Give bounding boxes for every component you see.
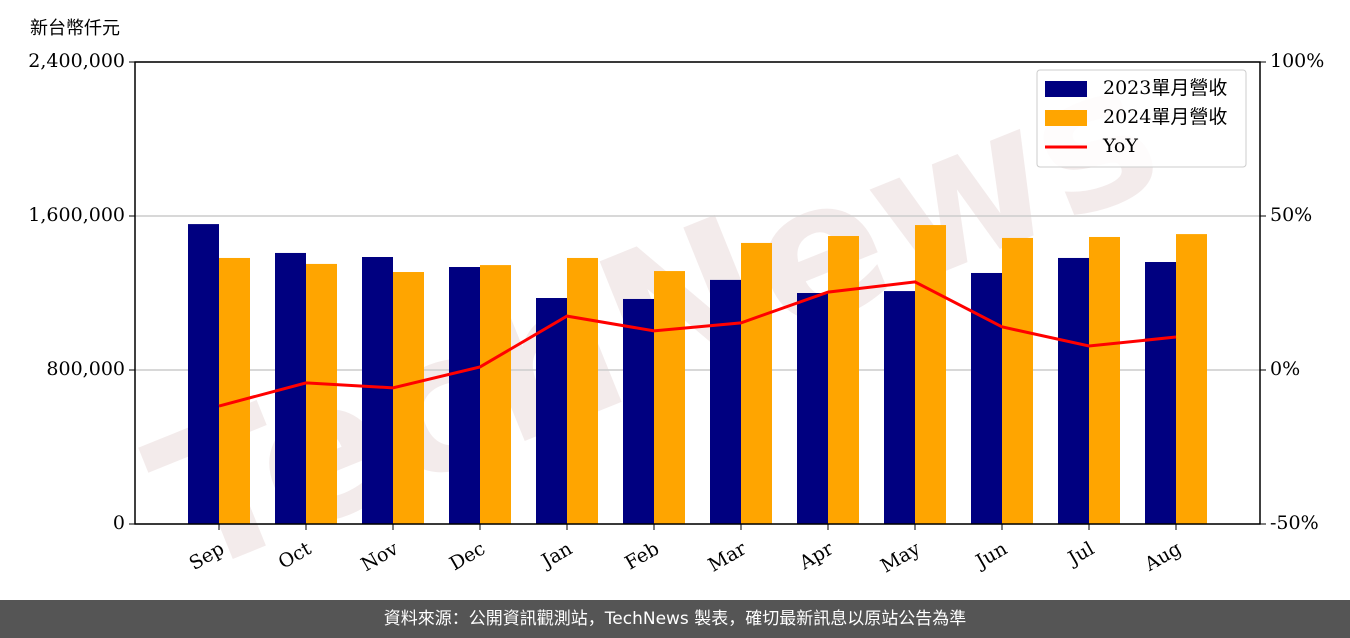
bar — [362, 257, 393, 524]
bar — [393, 272, 424, 524]
bar — [623, 298, 654, 524]
x-tick-label: Aug — [1140, 538, 1185, 577]
bar — [306, 263, 337, 524]
bar — [567, 257, 598, 524]
bar — [797, 293, 828, 524]
y2-tick-label: 0% — [1270, 358, 1300, 380]
y-tick-label: 0 — [113, 512, 125, 534]
x-tick-label: Jul — [1063, 538, 1098, 571]
x-tick-label: Apr — [795, 537, 838, 574]
chart: 新台幣仟元 TechNews0800,0001,600,0002,400,000… — [28, 17, 1324, 600]
x-tick-label: Mar — [704, 537, 750, 576]
y2-tick-label: 50% — [1270, 204, 1312, 226]
bar — [1145, 262, 1176, 524]
y-axis-label: 新台幣仟元 — [30, 18, 120, 39]
bar — [1058, 257, 1089, 524]
bar — [1089, 236, 1120, 525]
bar — [971, 272, 1002, 524]
y2-tick-label: 100% — [1270, 50, 1324, 72]
y-tick-label: 2,400,000 — [28, 50, 125, 72]
bar — [536, 298, 567, 524]
y2-tick-label: -50% — [1270, 512, 1319, 534]
bar — [710, 279, 741, 524]
bar — [654, 271, 685, 524]
legend-label: 2023單月營收 — [1103, 77, 1227, 99]
legend-label: 2024單月營收 — [1103, 106, 1227, 128]
bar — [1176, 234, 1207, 524]
bar — [480, 265, 511, 524]
x-tick-label: May — [877, 537, 924, 577]
line — [218, 280, 1177, 408]
x-tick-label: Feb — [621, 538, 663, 575]
bar — [1002, 237, 1033, 524]
y-tick-label: 1,600,000 — [28, 204, 125, 226]
bar — [219, 257, 250, 524]
legend-box — [1036, 69, 1247, 168]
bar — [828, 236, 859, 524]
x-tick-label: Jun — [970, 538, 1011, 574]
bar — [915, 225, 946, 525]
legend-label: YoY — [1102, 135, 1138, 157]
bar — [188, 224, 219, 524]
x-tick-label: Jan — [536, 538, 576, 574]
bar — [884, 291, 915, 524]
legend-swatch — [1045, 110, 1087, 126]
footer: 資料來源：公開資訊觀測站，TechNews 製表，確切最新訊息以原站公告為準 — [0, 600, 1350, 638]
x-tick-label: Dec — [446, 538, 489, 576]
bar — [741, 242, 772, 524]
bar — [449, 267, 480, 524]
plot-frame — [134, 61, 1261, 525]
y-tick-label: 800,000 — [46, 358, 125, 380]
legend-swatch — [1045, 81, 1087, 97]
